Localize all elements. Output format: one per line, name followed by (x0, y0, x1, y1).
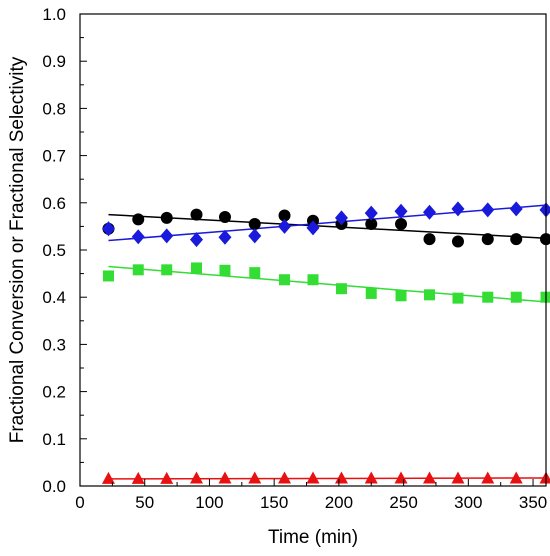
data-point-circle (365, 218, 378, 231)
data-point-circle (218, 210, 231, 223)
data-point-triangle (190, 471, 203, 484)
data-point-circle (540, 233, 550, 246)
data-point-diamond (190, 232, 203, 248)
y-tick-label: 0.1 (42, 430, 66, 449)
data-point-square (279, 274, 291, 286)
data-point-triangle (509, 471, 523, 484)
data-point-diamond (509, 201, 523, 217)
data-point-circle (395, 218, 408, 231)
data-point-diamond (364, 205, 378, 221)
fit-lines (108, 204, 547, 480)
y-tick-label: 0.0 (42, 477, 66, 496)
x-tick-label: 300 (454, 493, 482, 512)
data-point-diamond (394, 203, 408, 219)
y-tick-label: 0.2 (42, 383, 66, 402)
data-point-square (510, 291, 522, 303)
data-point-circle (423, 233, 436, 246)
y-tick-label: 0.9 (42, 52, 66, 71)
fit-line-diamond (108, 204, 547, 242)
data-point-triangle (364, 471, 378, 484)
data-point-triangle (451, 471, 465, 484)
x-tick-label: 0 (75, 493, 84, 512)
y-tick-label: 0.7 (42, 147, 66, 166)
data-point-square (452, 292, 464, 304)
data-point-triangle (481, 471, 495, 484)
data-point-square (540, 291, 550, 303)
y-axis: 0.0 0.1 0.2 0.3 0.4 0.5 0.6 0.7 0.8 0.9 1.0 (42, 5, 87, 496)
data-point-square (482, 291, 494, 303)
data-point-square (365, 287, 377, 299)
data-point-square (132, 264, 144, 276)
data-point-circle (481, 233, 494, 246)
y-tick-label: 1.0 (42, 5, 66, 24)
x-tick-label: 150 (260, 493, 288, 512)
data-point-circle (190, 208, 203, 221)
data-point-triangle (248, 471, 262, 484)
data-point-square (424, 289, 435, 301)
data-point-circle (510, 233, 523, 246)
data-point-triangle (101, 471, 115, 484)
data-point-square (307, 274, 319, 286)
data-point-diamond (423, 204, 436, 220)
x-tick-label: 350 (519, 493, 547, 512)
data-point-square (102, 270, 114, 282)
data-points (101, 201, 550, 484)
data-point-triangle (539, 471, 550, 484)
data-point-triangle (394, 471, 408, 484)
y-axis-label: Fractional Conversion or Fractional Sele… (7, 56, 28, 443)
data-point-square (219, 264, 231, 276)
data-point-circle (278, 209, 291, 222)
data-point-circle (451, 235, 464, 248)
data-point-triangle (218, 471, 232, 484)
data-point-square (249, 267, 261, 279)
data-point-triangle (423, 471, 436, 484)
data-point-diamond (131, 229, 145, 245)
data-point-diamond (451, 201, 465, 217)
data-point-circle (160, 211, 173, 224)
data-point-square (395, 290, 407, 302)
fit-line-triangle (108, 477, 547, 480)
x-axis-label: Time (min) (268, 527, 358, 548)
y-tick-label: 0.6 (42, 194, 66, 213)
data-point-diamond (218, 229, 232, 245)
y-tick-label: 0.5 (42, 241, 66, 260)
data-point-triangle (131, 471, 145, 484)
data-point-square (191, 262, 202, 274)
data-point-diamond (101, 221, 115, 237)
data-point-diamond (306, 220, 320, 236)
data-point-triangle (306, 471, 320, 484)
data-point-diamond (278, 218, 292, 234)
x-axis: 0 50 100 150 200 250 300 350 (75, 479, 547, 512)
data-point-square (161, 264, 173, 276)
fit-line-square (108, 265, 547, 303)
data-point-triangle (278, 471, 292, 484)
x-tick-label: 250 (389, 493, 417, 512)
x-tick-label: 100 (195, 493, 223, 512)
y-tick-label: 0.3 (42, 335, 66, 354)
data-point-triangle (160, 471, 174, 484)
data-point-diamond (248, 228, 262, 244)
data-point-diamond (539, 202, 550, 218)
data-point-diamond (334, 210, 348, 226)
data-point-diamond (160, 228, 174, 244)
y-tick-label: 0.4 (42, 288, 66, 307)
data-point-diamond (481, 202, 495, 218)
data-point-circle (132, 213, 145, 226)
data-point-circle (248, 218, 261, 231)
y-tick-label: 0.8 (42, 99, 66, 118)
fit-line-circle (108, 213, 547, 239)
data-point-triangle (334, 471, 348, 484)
data-point-square (335, 283, 347, 295)
x-tick-label: 200 (325, 493, 353, 512)
plot-frame (79, 13, 547, 487)
x-tick-label: 50 (135, 493, 154, 512)
